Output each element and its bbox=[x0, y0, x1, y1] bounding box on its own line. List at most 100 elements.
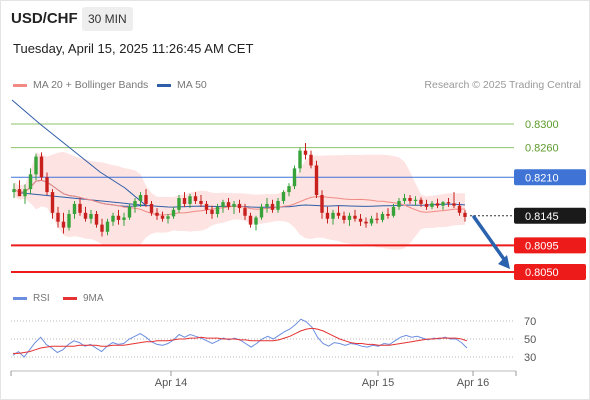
candle bbox=[336, 205, 341, 219]
legend-rsi: RSI bbox=[13, 293, 50, 304]
level-label-0.8210: 0.8210 bbox=[525, 172, 559, 184]
candle bbox=[402, 193, 407, 204]
candle-body bbox=[342, 215, 346, 220]
candle-body bbox=[72, 203, 77, 214]
candle-body bbox=[166, 216, 170, 219]
level-tag-0.8095 bbox=[514, 237, 586, 254]
candle-body bbox=[408, 198, 412, 201]
current-price-tag bbox=[514, 207, 586, 224]
datetime-text: Tuesday, April 15, 2025 11:26:45 AM CET bbox=[13, 41, 254, 56]
candle-body bbox=[61, 221, 66, 228]
candle bbox=[171, 206, 176, 219]
candle-body bbox=[254, 217, 258, 225]
candle bbox=[435, 198, 440, 209]
candle-body bbox=[204, 203, 209, 210]
candle bbox=[232, 200, 236, 214]
level-label-0.8050: 0.8050 bbox=[525, 267, 559, 279]
candle bbox=[292, 165, 297, 190]
x-tick-label: Apr 14 bbox=[155, 377, 187, 389]
candle bbox=[89, 209, 93, 224]
candle bbox=[424, 199, 429, 210]
candle-body bbox=[325, 212, 330, 219]
candle bbox=[45, 172, 49, 196]
rsi-ma-line bbox=[13, 327, 468, 354]
candle bbox=[204, 200, 209, 214]
rsi-line bbox=[12, 318, 468, 358]
candle-body bbox=[67, 213, 71, 228]
candle-body bbox=[127, 206, 132, 218]
candle-body bbox=[369, 218, 374, 224]
candle-body bbox=[259, 206, 264, 218]
candle-body bbox=[155, 212, 159, 216]
candle-body bbox=[298, 150, 302, 169]
candle bbox=[83, 206, 88, 222]
candle bbox=[210, 205, 214, 219]
candle bbox=[430, 200, 434, 210]
candle-body bbox=[138, 195, 143, 201]
current-price-label: 0.8145 bbox=[525, 211, 559, 223]
candle bbox=[160, 211, 165, 222]
candle-body bbox=[320, 195, 324, 213]
candle-body bbox=[122, 217, 126, 220]
candle bbox=[325, 206, 330, 224]
legend-rsi-ma: 9MA bbox=[63, 293, 104, 304]
candle-body bbox=[39, 156, 44, 178]
candle bbox=[270, 199, 275, 213]
candle-body bbox=[375, 218, 379, 220]
candle bbox=[413, 196, 418, 206]
candle-body bbox=[402, 198, 407, 201]
timeframe-badge[interactable]: 30 MIN bbox=[82, 7, 133, 31]
legend-ma50: MA 50 bbox=[157, 79, 207, 91]
candle bbox=[397, 198, 401, 210]
candle-body bbox=[413, 199, 418, 201]
candle bbox=[364, 217, 368, 228]
candle-body bbox=[28, 174, 33, 190]
candle bbox=[34, 153, 38, 181]
candle bbox=[237, 199, 242, 213]
forecast-arrow-shaft bbox=[472, 215, 508, 264]
candle bbox=[303, 142, 308, 160]
candle-body bbox=[265, 203, 269, 207]
candle-body bbox=[457, 205, 462, 213]
candle-body bbox=[292, 168, 297, 187]
candle-body bbox=[221, 202, 225, 207]
level-label-0.8095: 0.8095 bbox=[525, 240, 559, 252]
candle-body bbox=[364, 221, 368, 224]
candle bbox=[17, 180, 22, 197]
rsi-tick-50: 50 bbox=[524, 334, 536, 346]
candle bbox=[111, 212, 115, 226]
rsi-tick-70: 70 bbox=[524, 316, 536, 328]
candle bbox=[155, 208, 159, 220]
candle-body bbox=[111, 215, 115, 222]
candle bbox=[193, 192, 198, 204]
candle bbox=[72, 200, 77, 219]
candle-body bbox=[331, 212, 335, 219]
candle bbox=[61, 212, 66, 234]
candle-body bbox=[336, 212, 341, 216]
candle-body bbox=[226, 202, 231, 207]
candle bbox=[320, 190, 324, 219]
candle-body bbox=[177, 198, 181, 210]
candle bbox=[188, 193, 192, 209]
candle-body bbox=[391, 206, 396, 216]
candle-body bbox=[56, 212, 60, 222]
candle bbox=[342, 211, 346, 224]
legend-rsi-label: RSI bbox=[33, 293, 50, 304]
candle bbox=[105, 218, 110, 236]
candle bbox=[199, 195, 203, 207]
legend-rsi-ma-label: 9MA bbox=[83, 293, 104, 304]
forecast-arrow-head bbox=[498, 255, 510, 270]
candle bbox=[276, 198, 280, 213]
symbol-title: USD/CHF bbox=[11, 10, 78, 27]
candle-body bbox=[149, 203, 154, 213]
candle-body bbox=[199, 200, 203, 204]
ma20-swatch bbox=[13, 83, 27, 87]
candle-body bbox=[270, 203, 275, 210]
candle bbox=[248, 212, 253, 228]
candle-body bbox=[182, 198, 187, 204]
candle bbox=[457, 202, 462, 216]
candle bbox=[369, 215, 374, 226]
candle bbox=[23, 184, 27, 204]
level-label-0.8300: 0.8300 bbox=[525, 119, 559, 131]
